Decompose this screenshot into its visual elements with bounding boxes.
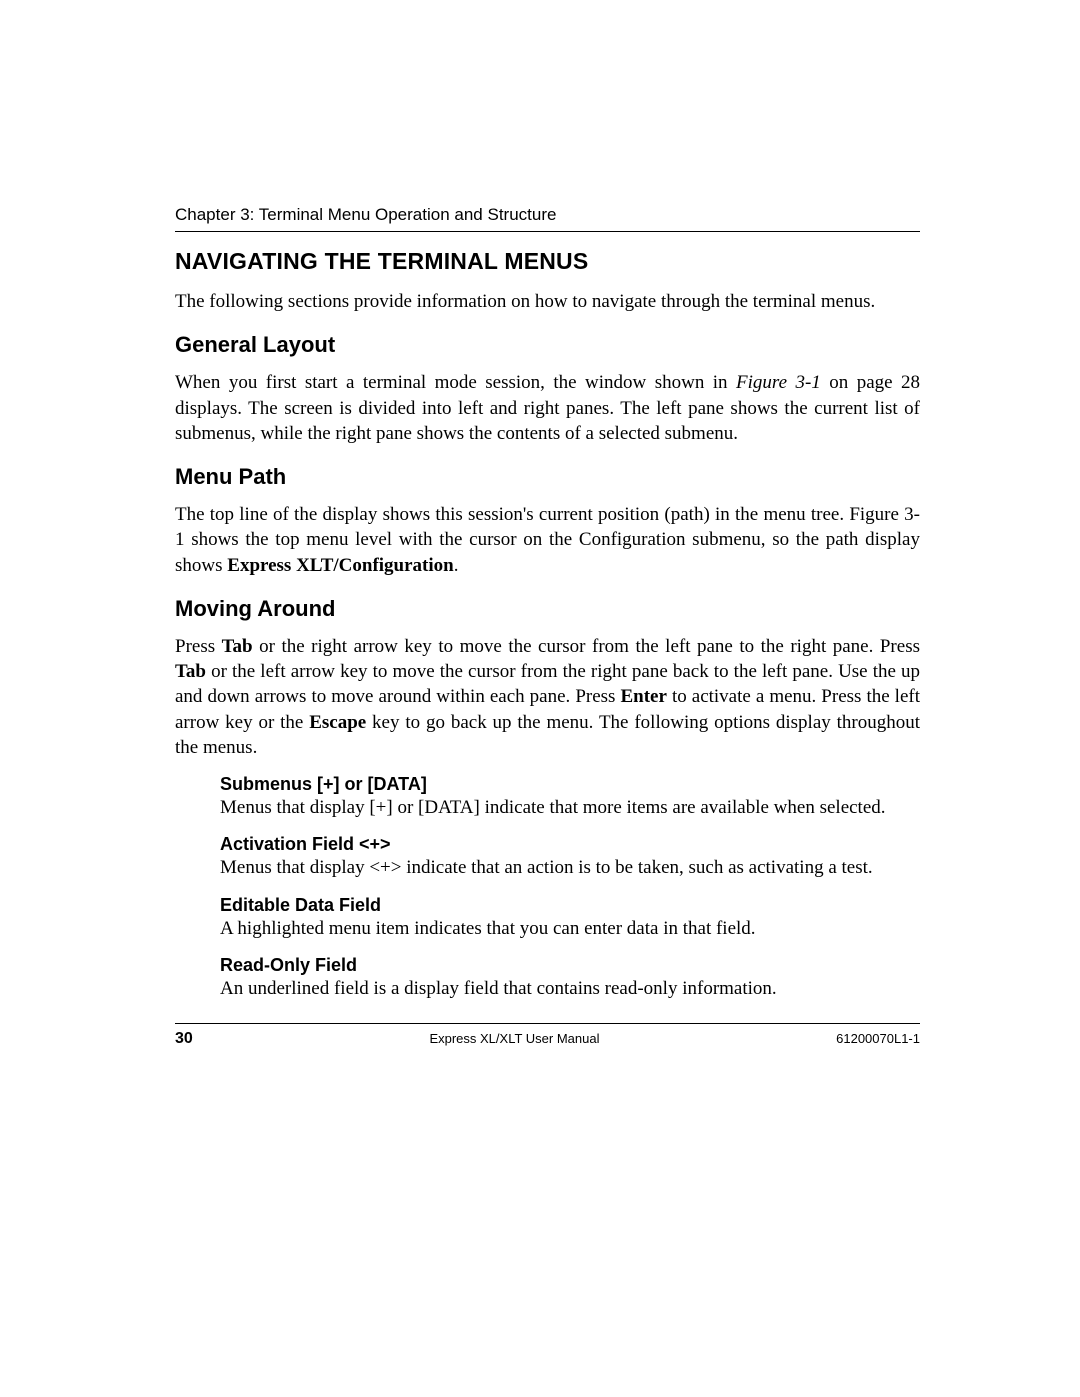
subheading-read-only-field: Read-Only Field	[220, 955, 920, 976]
activation-field-paragraph: Menus that display <+> indicate that an …	[220, 855, 920, 880]
text-span: .	[454, 555, 459, 576]
figure-reference: Figure 3-1	[736, 372, 821, 393]
footer-right-text: 61200070L1-1	[836, 1031, 920, 1046]
read-only-field-paragraph: An underlined field is a display field t…	[220, 976, 920, 1001]
general-layout-paragraph: When you first start a terminal mode ses…	[175, 370, 920, 446]
heading-moving-around: Moving Around	[175, 596, 920, 622]
menu-path-paragraph: The top line of the display shows this s…	[175, 502, 920, 578]
footer-center-text: Express XL/XLT User Manual	[429, 1031, 599, 1046]
key-tab: Tab	[222, 636, 253, 657]
text-span: or the right arrow key to move the curso…	[253, 636, 920, 657]
page-footer: 30 Express XL/XLT User Manual 61200070L1…	[175, 1030, 920, 1048]
subsections-block: Submenus [+] or [DATA] Menus that displa…	[220, 774, 920, 1001]
key-escape: Escape	[309, 712, 366, 733]
subheading-activation-field: Activation Field <+>	[220, 834, 920, 855]
document-page: Chapter 3: Terminal Menu Operation and S…	[0, 0, 1080, 1397]
section-title: NAVIGATING THE TERMINAL MENUS	[175, 248, 920, 275]
moving-around-paragraph: Press Tab or the right arrow key to move…	[175, 634, 920, 760]
subheading-editable-data-field: Editable Data Field	[220, 895, 920, 916]
bold-text: Express XLT/Configuration	[227, 555, 453, 576]
intro-paragraph: The following sections provide informati…	[175, 289, 920, 314]
subheading-submenus: Submenus [+] or [DATA]	[220, 774, 920, 795]
editable-data-field-paragraph: A highlighted menu item indicates that y…	[220, 916, 920, 941]
submenus-paragraph: Menus that display [+] or [DATA] indicat…	[220, 795, 920, 820]
footer-rule	[175, 1023, 920, 1024]
key-enter: Enter	[620, 686, 666, 707]
header-rule	[175, 231, 920, 232]
page-number: 30	[175, 1030, 193, 1048]
text-span: When you first start a terminal mode ses…	[175, 372, 736, 393]
text-span: Press	[175, 636, 222, 657]
heading-menu-path: Menu Path	[175, 464, 920, 490]
chapter-header: Chapter 3: Terminal Menu Operation and S…	[175, 205, 920, 225]
key-tab: Tab	[175, 661, 206, 682]
heading-general-layout: General Layout	[175, 332, 920, 358]
